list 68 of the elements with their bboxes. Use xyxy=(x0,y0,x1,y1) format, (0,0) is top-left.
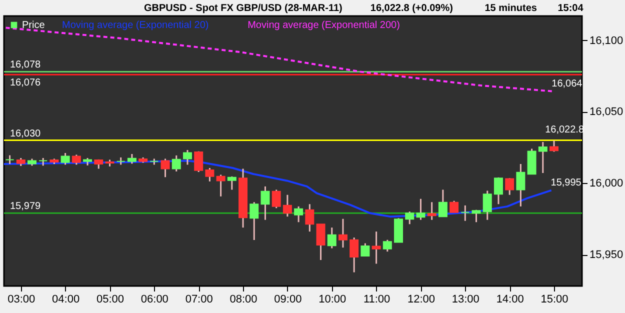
candlestick xyxy=(360,242,370,257)
x-tick-label: 04:00 xyxy=(52,294,80,306)
x-tick-label: 11:00 xyxy=(363,294,390,306)
y-tick-label: 16,050 xyxy=(590,106,624,118)
candlestick xyxy=(416,198,426,221)
candlestick xyxy=(72,154,81,166)
candlestick xyxy=(338,218,348,248)
candlestick xyxy=(60,152,70,166)
x-tick-label: 15:00 xyxy=(540,294,568,306)
candlestick xyxy=(205,167,214,182)
candlestick xyxy=(405,210,414,225)
candlestick xyxy=(182,149,192,166)
text: Moving average (Exponential 20) xyxy=(62,20,209,31)
chart-title: GBPUSD - Spot FX GBP/USD (28-MAR-11) xyxy=(144,3,342,14)
text: 16,022.8 (+0.09%) xyxy=(370,3,453,14)
candlestick xyxy=(427,201,436,221)
legend-label: Price xyxy=(22,20,46,31)
annotation: 15,995 xyxy=(550,177,582,188)
x-tick-label: 13:00 xyxy=(452,294,480,306)
x-tick-label: 07:00 xyxy=(185,294,213,306)
candlestick xyxy=(194,150,204,173)
candlestick xyxy=(316,223,326,261)
candlestick xyxy=(260,186,270,221)
x-tick-label: 08:00 xyxy=(230,294,258,306)
candlestick xyxy=(482,190,492,221)
x-tick-label: 10:00 xyxy=(318,294,346,306)
ref-line-label: 16,078 xyxy=(10,60,42,71)
candlestick xyxy=(450,200,459,214)
ref-line-label: 16,076 xyxy=(10,78,42,89)
ref-line-label: 16,030 xyxy=(10,128,42,140)
candlestick xyxy=(272,188,281,209)
candlestick xyxy=(460,204,470,222)
x-tick-label: 03:00 xyxy=(8,294,36,306)
candlestick xyxy=(550,140,559,152)
candlestick xyxy=(516,163,526,208)
candlestick xyxy=(305,203,314,232)
candlestick xyxy=(527,148,536,175)
x-tick-label: 06:00 xyxy=(140,294,168,306)
candlestick xyxy=(394,217,404,244)
candlestick xyxy=(127,153,136,164)
y-tick-label: 15,950 xyxy=(590,249,624,262)
y-tick-label: 16,000 xyxy=(590,178,624,190)
ref-line-label: 15,979 xyxy=(10,201,42,212)
candlestick xyxy=(472,209,481,223)
candlestick xyxy=(216,174,226,198)
candlestick xyxy=(350,236,359,274)
candlestick xyxy=(382,239,392,252)
candlestick xyxy=(327,226,336,250)
text: 15 minutes xyxy=(484,3,538,14)
candlestick xyxy=(172,154,181,172)
candlestick xyxy=(538,141,548,174)
text: Moving average (Exponential 200) xyxy=(248,20,400,31)
candlestick xyxy=(494,176,503,205)
candlestick xyxy=(160,158,170,178)
candlestick xyxy=(250,201,259,241)
x-tick-label: 14:00 xyxy=(496,294,524,306)
candlestick xyxy=(372,230,381,264)
annotation: 16,064 xyxy=(552,78,583,90)
x-tick-label: 05:00 xyxy=(96,294,124,306)
x-tick-label: 09:00 xyxy=(274,294,302,306)
y-tick-label: 16,100 xyxy=(590,34,624,47)
candlestick xyxy=(294,206,304,223)
candlestick xyxy=(505,177,514,196)
text: 15:04 xyxy=(558,3,584,14)
candlestick xyxy=(227,176,236,190)
x-tick-label: 12:00 xyxy=(407,294,435,306)
candlestick xyxy=(282,194,292,218)
candlestick xyxy=(438,188,448,218)
